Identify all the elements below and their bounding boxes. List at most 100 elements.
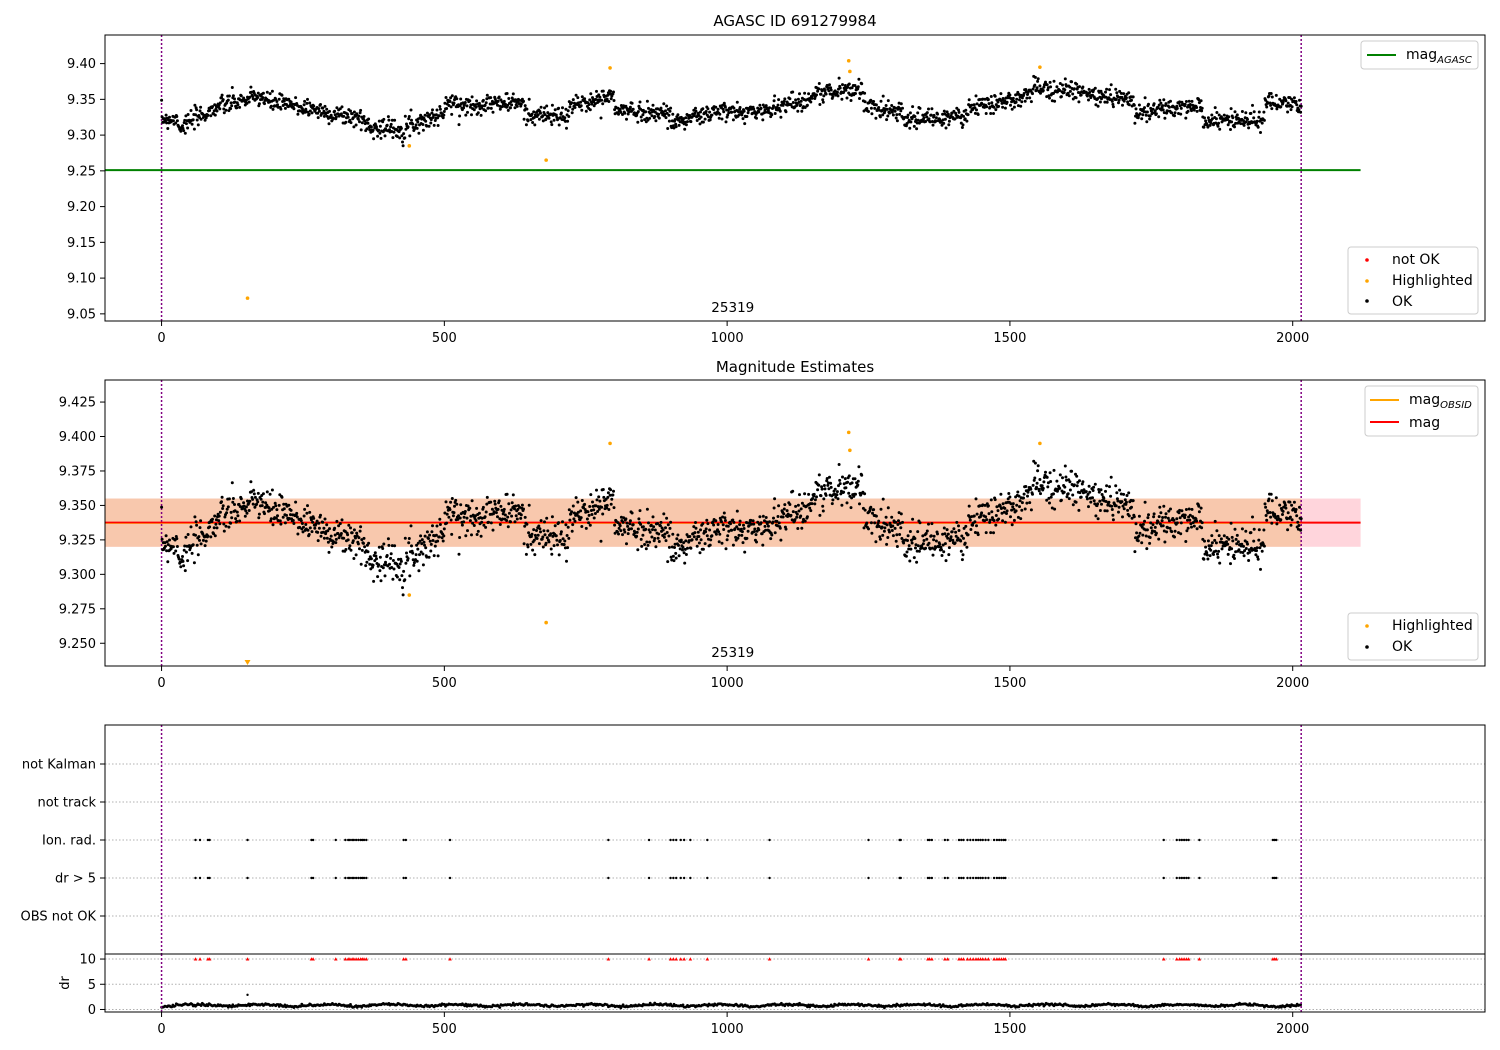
ok-point [1268,511,1272,514]
ok-point [389,556,393,560]
ok-point [481,98,485,102]
ok-point [472,108,476,112]
ok-point [1077,100,1081,104]
ok-point [934,539,938,543]
ok-point [231,94,235,98]
ok-point [557,521,561,525]
ok-point [1298,98,1301,102]
ok-point [379,136,383,140]
ok-point [1175,521,1179,525]
y-tick-label: 9.275 [59,602,96,617]
ok-point [580,499,584,502]
ok-point [213,534,217,538]
ok-point [1206,116,1210,120]
ok-point [1247,548,1251,552]
ok-point [666,127,670,130]
ok-point [708,110,712,114]
ok-point [657,116,661,120]
ok-point [961,553,965,557]
flag-point [1002,876,1005,880]
ok-point [559,532,563,536]
ok-point [494,511,498,515]
ok-point [1156,520,1160,524]
ok-point [468,99,472,103]
ok-point [509,106,512,110]
ok-point [908,530,912,533]
ok-point [994,108,998,112]
ok-point [224,524,228,528]
ok-point [1031,92,1034,96]
ok-point [1159,511,1163,515]
ok-point [427,555,431,559]
ok-point [230,86,234,89]
ok-point [279,522,283,526]
legend-box [1347,246,1479,315]
ok-point [932,534,936,538]
ok-point [609,97,613,101]
legend-label-ok: OK [1392,639,1413,655]
ok-point [950,530,954,534]
ok-point [1251,103,1254,107]
ok-point [322,114,326,118]
ok-point [256,500,260,504]
ok-point [401,140,404,144]
ok-point [551,534,555,538]
ok-point [684,539,688,543]
ok-point [1108,88,1111,92]
ok-point [999,492,1003,496]
ok-point [1003,99,1007,103]
ok-point [468,519,472,523]
ok-point [1173,111,1177,115]
ok-point [796,109,800,113]
legend-label-ok: OK [1392,294,1413,310]
ok-point [556,118,559,122]
ok-point [865,521,869,525]
ok-point [442,534,446,538]
ok-point [978,98,982,101]
ok-point [1029,100,1033,104]
ok-point [1097,488,1101,491]
ok-point [897,511,901,515]
ok-point [452,101,456,105]
ok-point [1210,113,1214,117]
ok-point [458,104,462,108]
ok-point [251,502,255,506]
ok-point [652,525,656,529]
ok-point [665,516,669,520]
ok-point [563,546,567,550]
ok-point [1035,481,1039,485]
flag-point [984,876,987,880]
ok-point [448,508,452,512]
ok-point [1229,562,1232,566]
ok-point [1200,109,1204,113]
ok-point [885,523,889,527]
x-tick-label: 2000 [1276,1022,1309,1037]
ok-point [436,554,440,558]
ok-point [183,131,187,135]
ok-point [194,520,198,524]
ok-point [915,121,919,125]
ok-point [631,107,635,111]
ok-point [437,114,441,118]
ok-point [182,564,186,568]
ok-point [304,107,308,111]
ok-point [308,101,312,105]
ok-point [779,115,783,119]
ok-point [421,123,425,126]
ok-point [962,114,965,118]
ok-point [327,122,331,126]
ok-point [701,120,705,124]
ok-point [1216,552,1219,556]
ok-point [618,108,622,112]
ok-point [742,523,745,527]
ok-point [1080,482,1084,486]
ok-point [651,515,655,519]
ok-point [206,113,210,117]
y-tick-label: 9.325 [59,533,96,548]
ok-point [1152,515,1156,519]
ok-point [925,115,929,119]
ok-point [483,515,487,519]
ok-point [841,475,844,479]
ok-point [963,541,967,545]
ok-point [1059,95,1063,99]
